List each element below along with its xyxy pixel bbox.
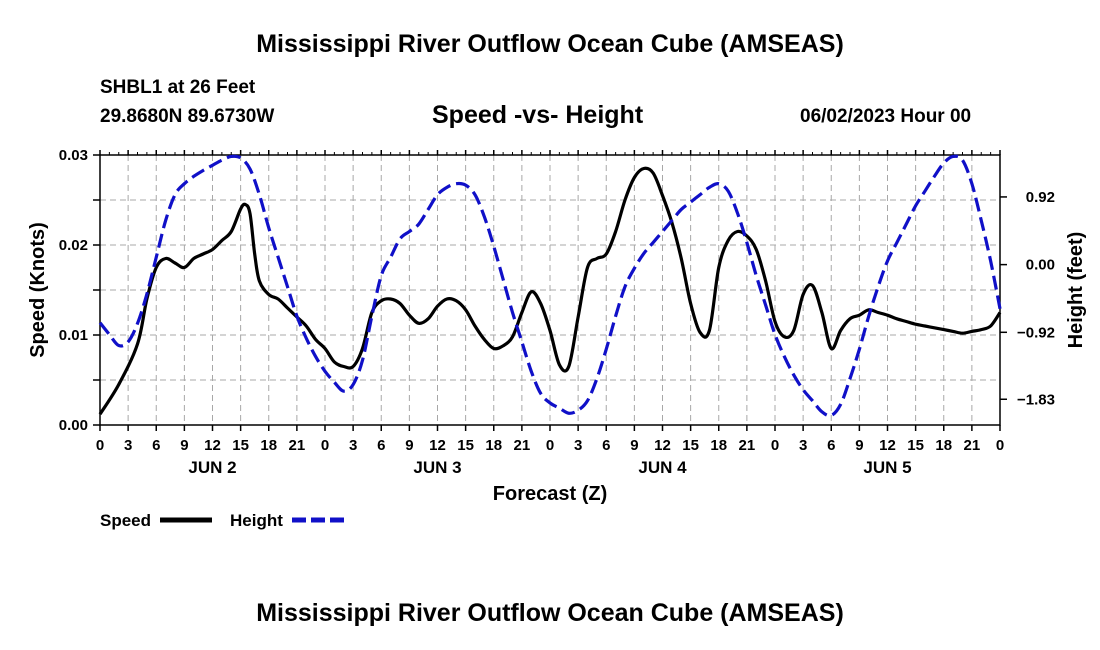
y-tick-label: 0.01 <box>59 327 88 344</box>
y2-axis-title: Height (feet) <box>1065 232 1087 349</box>
y2-tick-label: 0.00 <box>1026 257 1055 274</box>
x-tick-label: 18 <box>260 437 277 454</box>
chart-subtitle: Speed -vs- Height <box>432 101 644 129</box>
x-tick-label: 3 <box>124 437 132 454</box>
legend-label-speed: Speed <box>100 511 151 530</box>
x-tick-label: 6 <box>602 437 610 454</box>
x-tick-label: 6 <box>377 437 385 454</box>
x-tick-label: 12 <box>429 437 446 454</box>
day-label: JUN 4 <box>638 458 687 477</box>
x-tick-label: 12 <box>654 437 671 454</box>
series-line-height <box>98 154 1002 418</box>
x-tick-label: 0 <box>321 437 329 454</box>
x-tick-label: 6 <box>152 437 160 454</box>
coordinates-label: 29.8680N 89.6730W <box>100 106 275 127</box>
x-tick-label: 9 <box>855 437 863 454</box>
x-tick-label: 15 <box>682 437 699 454</box>
label-layer: 0 3 6 9 12 15 18 21 0 3 6 9 12 15 18 21 0 3 6 9 12 15 18 21 0 3 6 9… <box>59 147 1055 477</box>
x-tick-label: 21 <box>964 437 981 454</box>
day-label: JUN 5 <box>863 458 911 477</box>
x-tick-label: 15 <box>907 437 924 454</box>
x-tick-label: 9 <box>405 437 413 454</box>
legend: Speed Height <box>100 511 344 530</box>
x-tick-label: 6 <box>827 437 835 454</box>
y2-tick-label: −1.83 <box>1017 391 1055 408</box>
forecast-datetime: 06/02/2023 Hour 00 <box>800 106 972 127</box>
x-tick-label: 0 <box>546 437 554 454</box>
x-tick-label: 9 <box>180 437 188 454</box>
tick-layer <box>93 150 1007 431</box>
y-tick-label: 0.02 <box>59 237 88 254</box>
x-tick-label: 3 <box>574 437 582 454</box>
x-tick-label: 21 <box>739 437 756 454</box>
x-tick-label: 12 <box>204 437 221 454</box>
grid-layer <box>100 155 1000 425</box>
x-tick-label: 0 <box>96 437 104 454</box>
y2-tick-label: 0.92 <box>1026 189 1055 206</box>
x-tick-label: 3 <box>349 437 357 454</box>
y2-tick-label: −0.92 <box>1017 324 1055 341</box>
page-title: Mississippi River Outflow Ocean Cube (AM… <box>256 30 844 58</box>
day-label: JUN 3 <box>413 458 461 477</box>
station-label: SHBL1 at 26 Feet <box>100 77 256 98</box>
x-tick-label: 12 <box>879 437 896 454</box>
x-tick-label: 15 <box>232 437 249 454</box>
y-tick-label: 0.03 <box>59 147 88 164</box>
footer-title: Mississippi River Outflow Ocean Cube (AM… <box>256 599 844 627</box>
y-axis-title: Speed (Knots) <box>27 222 49 358</box>
series-line-speed <box>98 166 1002 416</box>
x-tick-label: 3 <box>799 437 807 454</box>
x-tick-label: 0 <box>771 437 779 454</box>
y-tick-label: 0.00 <box>59 417 88 434</box>
x-tick-label: 15 <box>457 437 474 454</box>
x-tick-label: 0 <box>996 437 1004 454</box>
x-tick-label: 21 <box>289 437 306 454</box>
series-layer <box>98 154 1002 418</box>
x-tick-label: 18 <box>710 437 727 454</box>
day-label: JUN 2 <box>188 458 236 477</box>
x-tick-label: 18 <box>485 437 502 454</box>
x-tick-label: 21 <box>514 437 531 454</box>
x-tick-label: 9 <box>630 437 638 454</box>
legend-label-height: Height <box>230 511 283 530</box>
x-axis-title: Forecast (Z) <box>493 483 607 505</box>
x-tick-label: 18 <box>935 437 952 454</box>
